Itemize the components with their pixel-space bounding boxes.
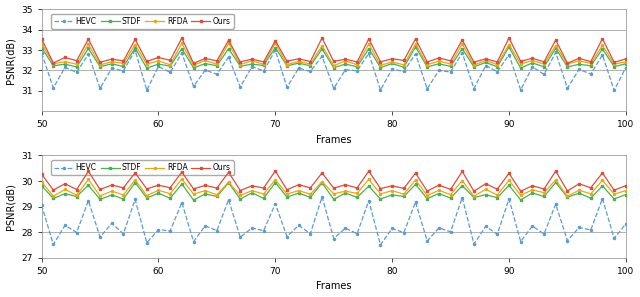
HEVC [318,195,326,199]
RFDA [470,195,478,198]
X-axis label: Frames: Frames [316,135,351,145]
HEVC [611,89,618,92]
Ours [189,61,197,65]
Ours [611,61,618,64]
Y-axis label: PSNR(dB): PSNR(dB) [6,37,15,84]
Ours [470,189,478,193]
RFDA [38,180,45,184]
RFDA [166,192,174,195]
Line: Ours: Ours [40,37,627,64]
RFDA [447,62,454,66]
HEVC [482,225,490,228]
Legend: HEVC, STDF, RFDA, Ours: HEVC, STDF, RFDA, Ours [51,160,234,176]
STDF [470,65,478,69]
RFDA [611,192,618,196]
STDF [213,64,221,67]
Ours [225,170,232,174]
HEVC [435,69,443,72]
Ours [213,186,221,190]
X-axis label: Frames: Frames [316,282,351,291]
HEVC [213,72,221,76]
Ours [435,56,443,60]
HEVC [447,230,454,234]
Ours [505,36,513,40]
STDF [611,197,618,201]
Ours [622,57,630,61]
STDF [166,64,174,68]
Ours [38,172,45,176]
Ours [271,169,279,173]
STDF [622,62,630,66]
RFDA [271,41,279,45]
Line: STDF: STDF [40,46,627,69]
HEVC [166,229,174,233]
HEVC [598,53,606,57]
RFDA [178,177,186,181]
STDF [412,45,419,49]
Y-axis label: PSNR(dB): PSNR(dB) [6,183,15,230]
RFDA [166,63,174,67]
HEVC [271,48,279,52]
RFDA [225,180,232,184]
Line: RFDA: RFDA [40,178,627,197]
STDF [552,181,559,184]
RFDA [225,41,232,45]
HEVC [376,243,384,247]
Ours [236,60,244,64]
HEVC [622,222,630,226]
Ours [38,37,45,41]
HEVC [38,51,45,55]
STDF [225,181,232,185]
RFDA [482,59,490,62]
Ours [166,59,174,62]
STDF [38,46,45,49]
HEVC [213,229,221,232]
RFDA [564,195,572,198]
STDF [189,198,197,202]
HEVC [38,203,45,207]
RFDA [236,194,244,197]
STDF [517,66,525,70]
RFDA [330,64,337,67]
Line: STDF: STDF [40,181,627,201]
STDF [435,62,443,66]
STDF [470,196,478,199]
STDF [622,193,630,196]
STDF [611,65,618,68]
RFDA [38,42,45,45]
STDF [236,198,244,201]
RFDA [622,189,630,192]
Legend: HEVC, STDF, RFDA, Ours: HEVC, STDF, RFDA, Ours [51,14,234,29]
RFDA [213,62,221,66]
HEVC [225,55,232,59]
HEVC [470,87,478,90]
HEVC [166,71,174,74]
Line: Ours: Ours [40,170,627,192]
Ours [166,186,174,189]
STDF [166,197,174,200]
Ours [622,184,630,187]
STDF [435,192,443,195]
RFDA [622,60,630,64]
HEVC [622,66,630,69]
STDF [38,184,45,188]
Ours [435,183,443,187]
Ours [611,188,618,192]
Line: HEVC: HEVC [40,196,627,246]
Line: HEVC: HEVC [40,49,627,91]
Ours [470,61,478,64]
RFDA [435,189,443,192]
STDF [225,47,232,50]
Ours [225,39,232,42]
Ours [517,189,525,193]
Line: RFDA: RFDA [40,42,627,67]
HEVC [611,237,618,240]
RFDA [611,62,618,66]
HEVC [225,198,232,202]
